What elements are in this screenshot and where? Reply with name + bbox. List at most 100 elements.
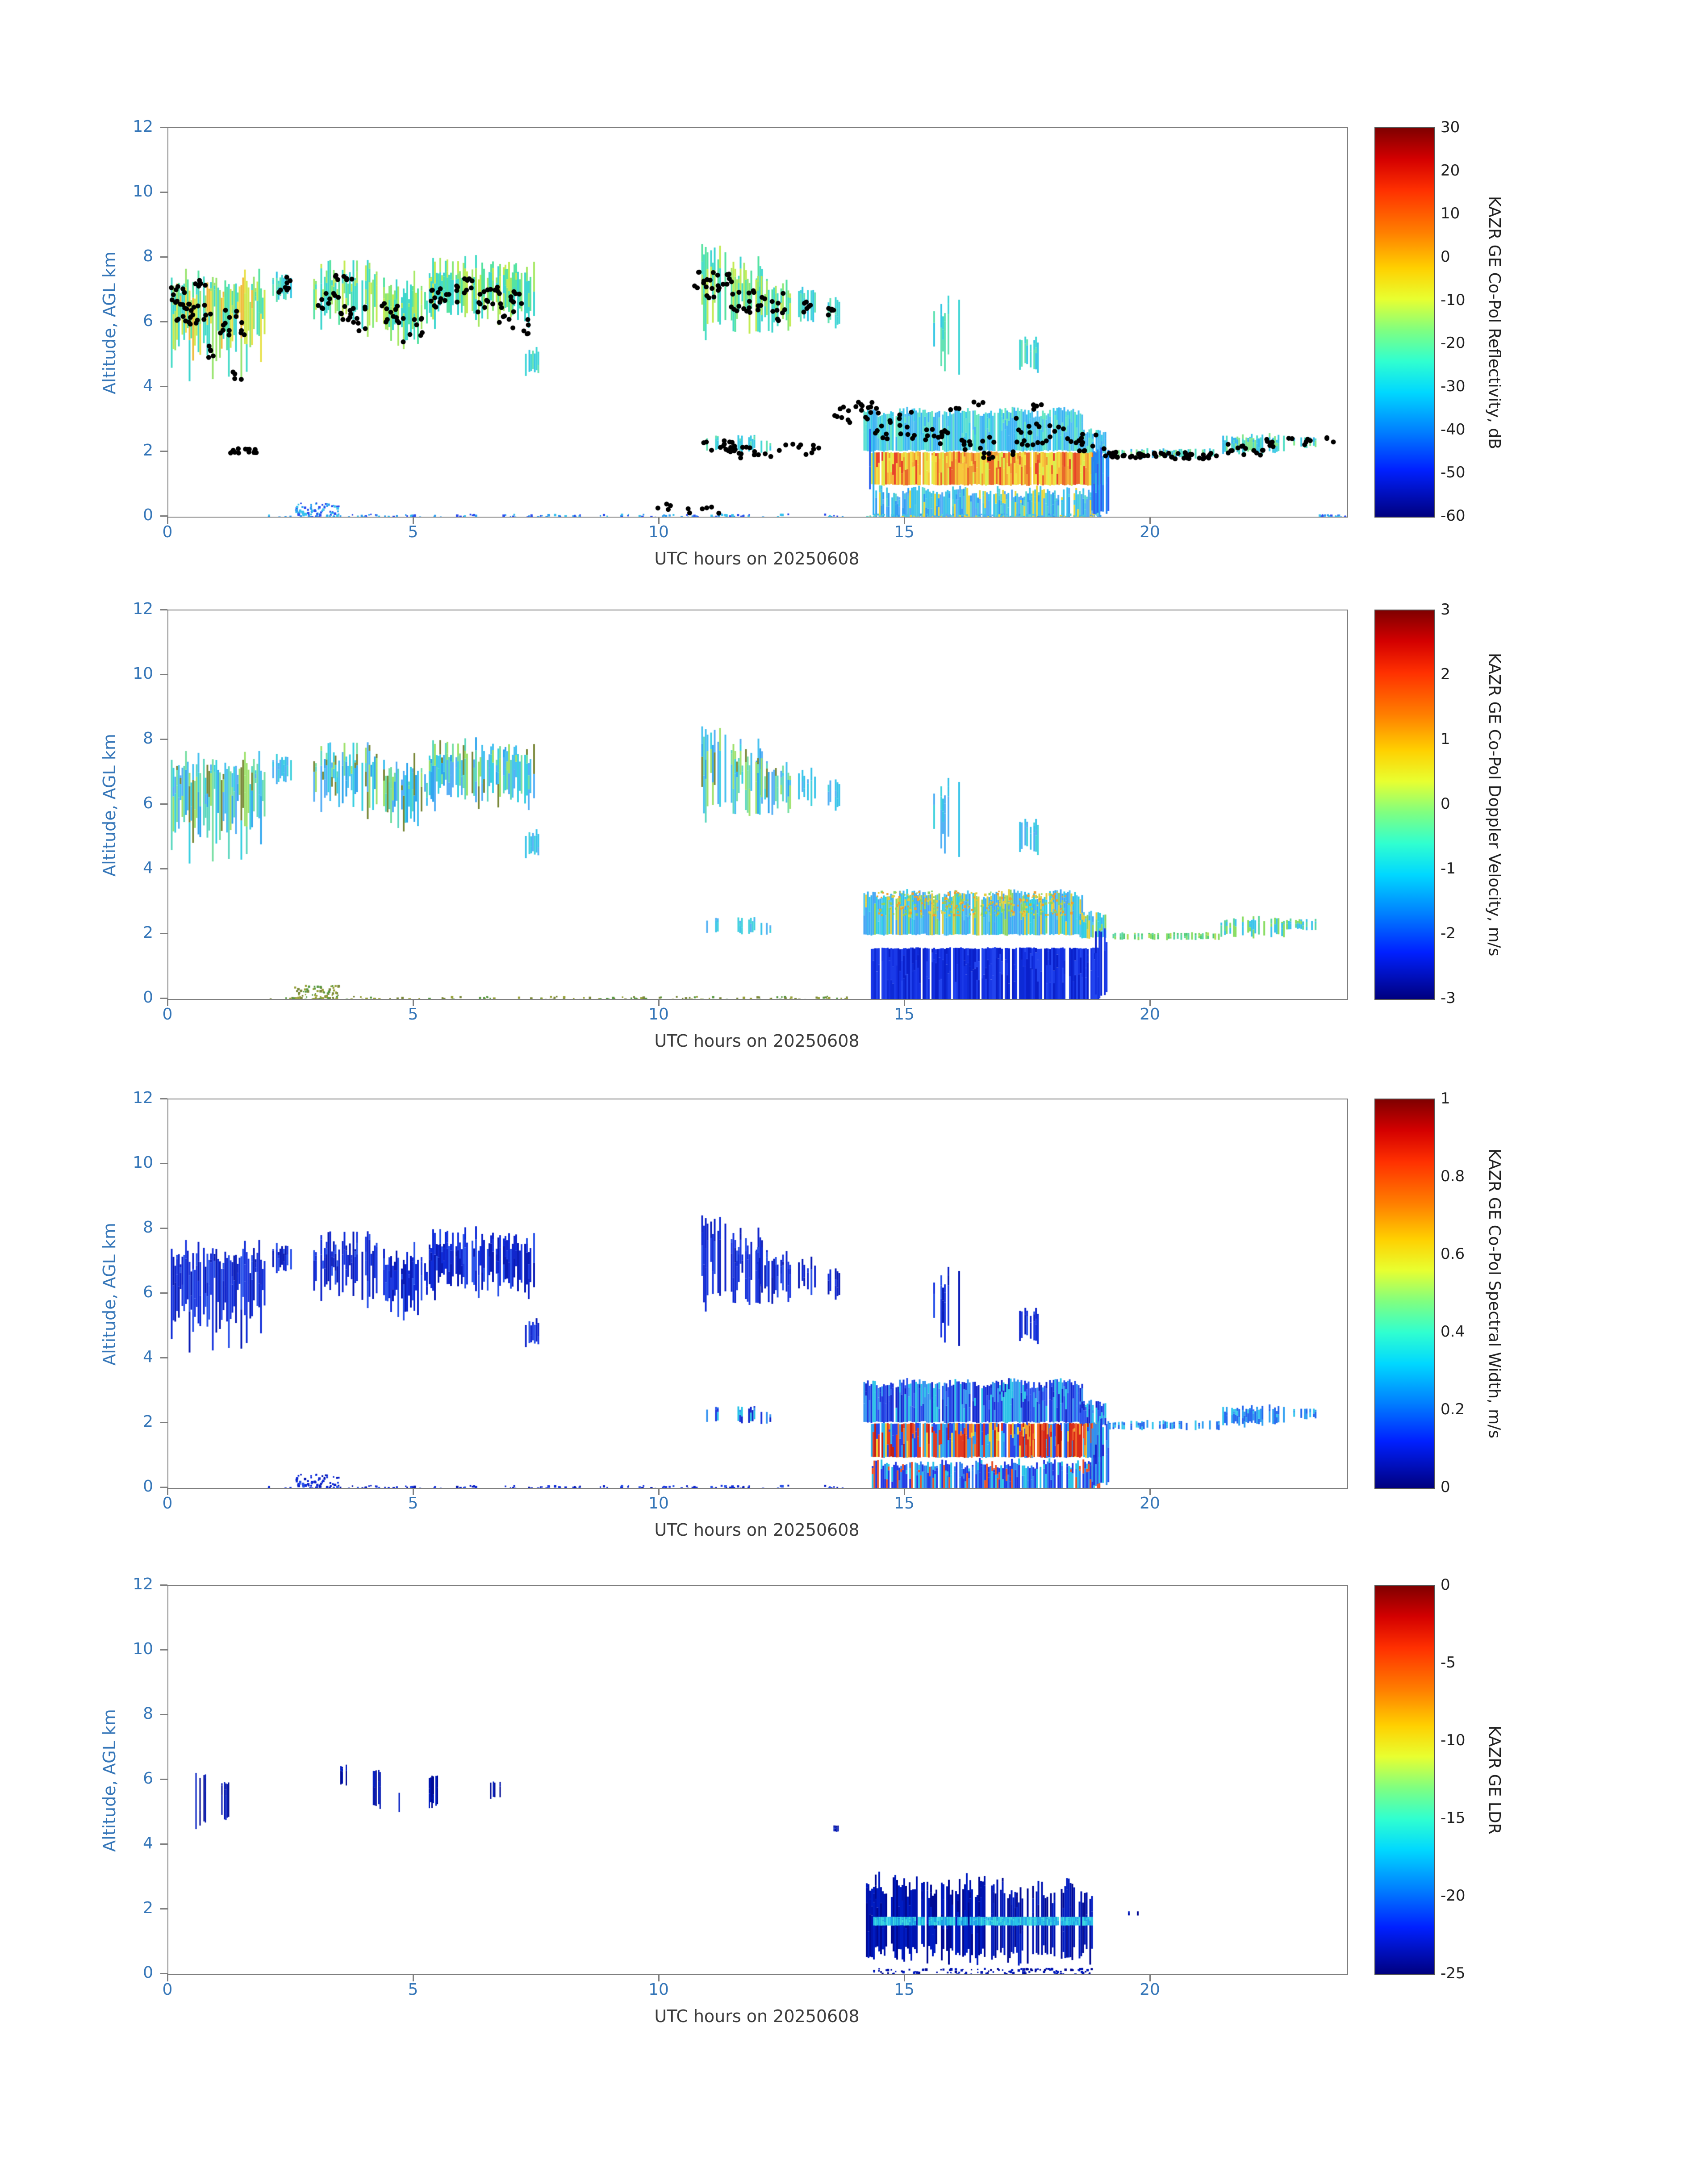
colorbar-tick-label: 0 xyxy=(1441,248,1450,266)
plot-area xyxy=(167,1585,1348,1975)
y-tick-mark xyxy=(160,1843,167,1845)
y-tick-labels: 0 2 4 6 8 10 12 xyxy=(0,600,159,1007)
colorbar-title: KAZR GE Co-Pol Reflectivity, dB xyxy=(1485,196,1503,449)
plot-area xyxy=(167,610,1348,1000)
colorbar-tick-label: -20 xyxy=(1441,334,1466,352)
panel-spectral-width: Altitude, AGL km 0 2 4 6 8 10 12 0 5 10 15 20 UTC … xyxy=(0,1089,1708,1559)
x-tick-label: 20 xyxy=(1140,1005,1160,1024)
y-tick-mark xyxy=(160,127,167,128)
x-tick-label: 10 xyxy=(648,1981,669,1999)
colorbar-tick-label: 0.6 xyxy=(1441,1245,1465,1263)
y-tick-mark xyxy=(160,998,167,999)
x-axis-label: UTC hours on 20250608 xyxy=(654,2006,860,2026)
x-tick-label: 15 xyxy=(894,523,915,541)
reflectivity-heatmap-canvas xyxy=(168,128,1347,517)
x-axis-label: UTC hours on 20250608 xyxy=(654,549,860,568)
y-tick-mark xyxy=(160,868,167,869)
x-tick-labels: 0 5 10 15 20 xyxy=(0,1494,1708,1517)
y-tick-label: 0 xyxy=(143,1964,153,1982)
x-tick-mark xyxy=(904,1488,905,1495)
doppler-velocity-heatmap-canvas xyxy=(168,610,1347,999)
x-tick-mark xyxy=(904,1974,905,1981)
y-tick-mark xyxy=(160,386,167,387)
spectral-width-heatmap-canvas xyxy=(168,1099,1347,1488)
colorbar-tick-label: -10 xyxy=(1441,1731,1466,1749)
colorbar-tick-label: 3 xyxy=(1441,601,1450,618)
x-tick-label: 15 xyxy=(894,1005,915,1024)
colorbar-tick-label: 20 xyxy=(1441,161,1460,180)
x-tick-labels: 0 5 10 15 20 xyxy=(0,1981,1708,2003)
colorbar-tick-label: -10 xyxy=(1441,291,1466,309)
colorbar-tick-label: 1 xyxy=(1441,1090,1450,1107)
panel-ldr: Altitude, AGL km 0 2 4 6 8 10 12 0 5 10 15 20 UTC … xyxy=(0,1575,1708,2045)
colorbar-tick-label: -1 xyxy=(1441,860,1456,877)
x-tick-mark xyxy=(167,517,168,524)
x-tick-label: 10 xyxy=(648,523,669,541)
plot-area xyxy=(167,1099,1348,1489)
x-tick-mark xyxy=(1149,1974,1151,1981)
y-tick-label: 6 xyxy=(143,794,153,812)
y-tick-mark xyxy=(160,803,167,805)
y-tick-mark xyxy=(160,674,167,675)
x-tick-mark xyxy=(658,1974,660,1981)
x-tick-label: 15 xyxy=(894,1494,915,1513)
y-tick-mark xyxy=(160,1292,167,1294)
x-tick-label: 0 xyxy=(162,523,173,541)
y-tick-label: 10 xyxy=(133,664,153,683)
y-tick-mark xyxy=(160,933,167,934)
x-tick-label: 0 xyxy=(162,1981,173,1999)
x-tick-mark xyxy=(167,1488,168,1495)
colorbar-tick-label: -5 xyxy=(1441,1654,1456,1671)
x-tick-mark xyxy=(167,999,168,1006)
y-tick-mark xyxy=(160,192,167,193)
y-tick-label: 0 xyxy=(143,988,153,1007)
x-tick-mark xyxy=(413,517,414,524)
y-tick-label: 6 xyxy=(143,1769,153,1788)
y-tick-mark xyxy=(160,1098,167,1099)
x-tick-mark xyxy=(1149,1488,1151,1495)
x-tick-label: 20 xyxy=(1140,1494,1160,1513)
y-tick-label: 12 xyxy=(133,117,153,136)
x-tick-mark xyxy=(658,999,660,1006)
colorbar-title: KAZR GE LDR xyxy=(1485,1726,1503,1834)
colorbar xyxy=(1374,1585,1435,1975)
colorbar-tick-label: 2 xyxy=(1441,665,1450,683)
y-tick-label: 10 xyxy=(133,182,153,201)
y-tick-label: 2 xyxy=(143,441,153,460)
y-tick-label: 6 xyxy=(143,1283,153,1301)
x-tick-label: 0 xyxy=(162,1494,173,1513)
colorbar-title: KAZR GE Co-Pol Spectral Width, m/s xyxy=(1485,1149,1503,1439)
y-tick-label: 12 xyxy=(133,600,153,618)
y-tick-label: 8 xyxy=(143,1705,153,1723)
x-tick-mark xyxy=(1149,999,1151,1006)
colorbar-tick-label: -30 xyxy=(1441,377,1466,395)
colorbar-tick-label: -3 xyxy=(1441,989,1456,1007)
y-tick-mark xyxy=(160,451,167,452)
colorbar-tick-label: 1 xyxy=(1441,730,1450,748)
x-tick-labels: 0 5 10 15 20 xyxy=(0,1005,1708,1028)
y-tick-label: 10 xyxy=(133,1153,153,1172)
y-tick-mark xyxy=(160,1908,167,1910)
panel-doppler-velocity: Altitude, AGL km 0 2 4 6 8 10 12 0 5 10 15 20 UTC … xyxy=(0,600,1708,1070)
colorbar-tick-label: 0.8 xyxy=(1441,1167,1465,1185)
x-tick-label: 5 xyxy=(408,1494,418,1513)
panel-reflectivity: Altitude, AGL km 0 2 4 6 8 10 12 0 5 10 15 20 UTC … xyxy=(0,117,1708,587)
x-tick-label: 10 xyxy=(648,1005,669,1024)
x-tick-mark xyxy=(904,999,905,1006)
x-tick-mark xyxy=(413,1488,414,1495)
x-tick-label: 5 xyxy=(408,523,418,541)
y-tick-label: 4 xyxy=(143,1834,153,1852)
y-tick-mark xyxy=(160,1973,167,1974)
y-tick-labels: 0 2 4 6 8 10 12 xyxy=(0,117,159,524)
y-tick-label: 2 xyxy=(143,1899,153,1917)
x-tick-mark xyxy=(904,517,905,524)
colorbar-tick-label: 30 xyxy=(1441,118,1460,136)
colorbar-tick-label: -25 xyxy=(1441,1964,1466,1982)
y-tick-mark xyxy=(160,256,167,258)
y-tick-label: 2 xyxy=(143,1412,153,1431)
y-tick-mark xyxy=(160,1228,167,1229)
colorbar-tick-label: -60 xyxy=(1441,507,1466,525)
y-tick-label: 0 xyxy=(143,1477,153,1496)
y-tick-mark xyxy=(160,1584,167,1586)
y-tick-mark xyxy=(160,1422,167,1423)
